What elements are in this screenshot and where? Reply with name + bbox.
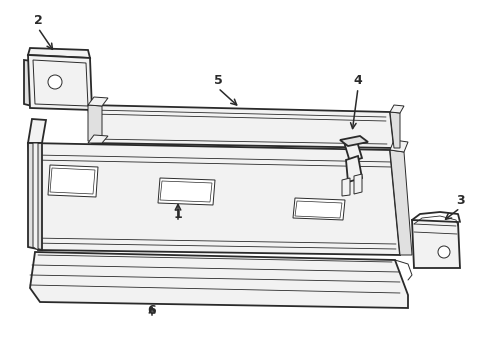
Text: 2: 2 [34, 13, 42, 27]
Polygon shape [390, 140, 408, 152]
Polygon shape [390, 105, 404, 113]
Polygon shape [342, 178, 350, 196]
Circle shape [48, 75, 62, 89]
Polygon shape [412, 220, 460, 268]
Text: 3: 3 [456, 194, 465, 207]
Polygon shape [390, 150, 412, 255]
Polygon shape [88, 135, 108, 143]
Polygon shape [88, 97, 108, 106]
Text: 1: 1 [173, 207, 182, 220]
Polygon shape [354, 174, 362, 194]
Polygon shape [28, 143, 42, 250]
Polygon shape [158, 178, 215, 205]
Polygon shape [28, 55, 92, 110]
Polygon shape [340, 136, 368, 146]
Polygon shape [293, 198, 345, 220]
Circle shape [438, 246, 450, 258]
Polygon shape [48, 165, 98, 197]
Polygon shape [28, 143, 400, 255]
Text: 5: 5 [214, 73, 222, 86]
Polygon shape [344, 138, 362, 162]
Text: 6: 6 [147, 303, 156, 316]
Polygon shape [346, 156, 362, 182]
Polygon shape [33, 143, 38, 250]
Polygon shape [28, 119, 46, 143]
Polygon shape [30, 252, 408, 308]
Polygon shape [88, 105, 394, 148]
Text: 4: 4 [354, 73, 363, 86]
Polygon shape [24, 60, 32, 106]
Polygon shape [28, 48, 90, 58]
Polygon shape [88, 105, 102, 143]
Polygon shape [390, 112, 400, 148]
